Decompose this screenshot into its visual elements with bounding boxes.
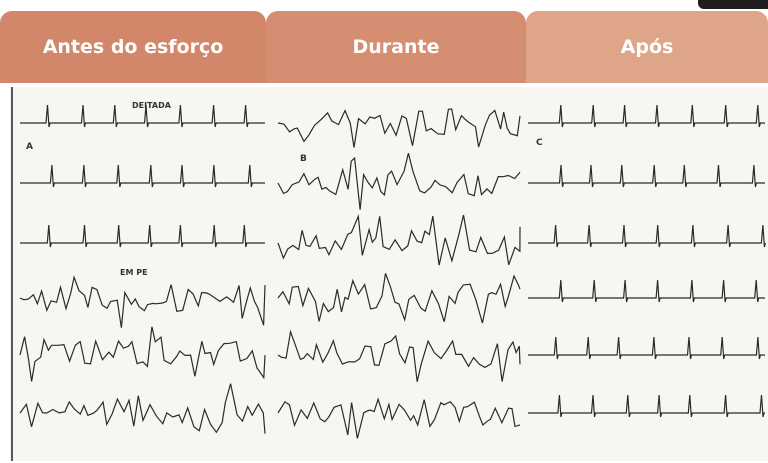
- ecg-trace: [528, 164, 765, 188]
- ecg-image: DEITADA A EM PE B C: [10, 87, 768, 461]
- ecg-trace: [19, 275, 266, 328]
- ecg-trace: [528, 394, 765, 418]
- ecg-trace: [528, 104, 765, 128]
- ecg-trace: [277, 153, 521, 210]
- ecg-trace: [528, 336, 765, 360]
- ecg-label: C: [536, 138, 543, 148]
- ecg-trace: [19, 383, 266, 434]
- tab-bar: Antes do esforço Durante Após: [0, 11, 768, 83]
- ecg-trace: [528, 279, 765, 303]
- ecg-trace: [20, 224, 265, 248]
- ecg-label: DEITADA: [132, 101, 172, 110]
- ecg-trace: [528, 224, 766, 248]
- ecg-trace: [277, 273, 521, 324]
- ecg-trace: [277, 108, 521, 148]
- corner-frame: [698, 0, 768, 9]
- ecg-label: EM PE: [120, 268, 148, 277]
- ecg-trace: [19, 326, 266, 382]
- ecg-trace: [277, 214, 521, 266]
- ecg-trace: [20, 164, 265, 188]
- ecg-label: A: [26, 142, 33, 152]
- tab[interactable]: Durante: [266, 11, 526, 83]
- ecg-label: B: [300, 154, 307, 164]
- ecg-paper: [10, 87, 768, 461]
- ecg-trace: [20, 104, 265, 128]
- tab[interactable]: Antes do esforço: [0, 11, 266, 83]
- ecg-trace: [277, 329, 521, 382]
- tab[interactable]: Após: [526, 11, 768, 83]
- ecg-trace: [277, 397, 521, 439]
